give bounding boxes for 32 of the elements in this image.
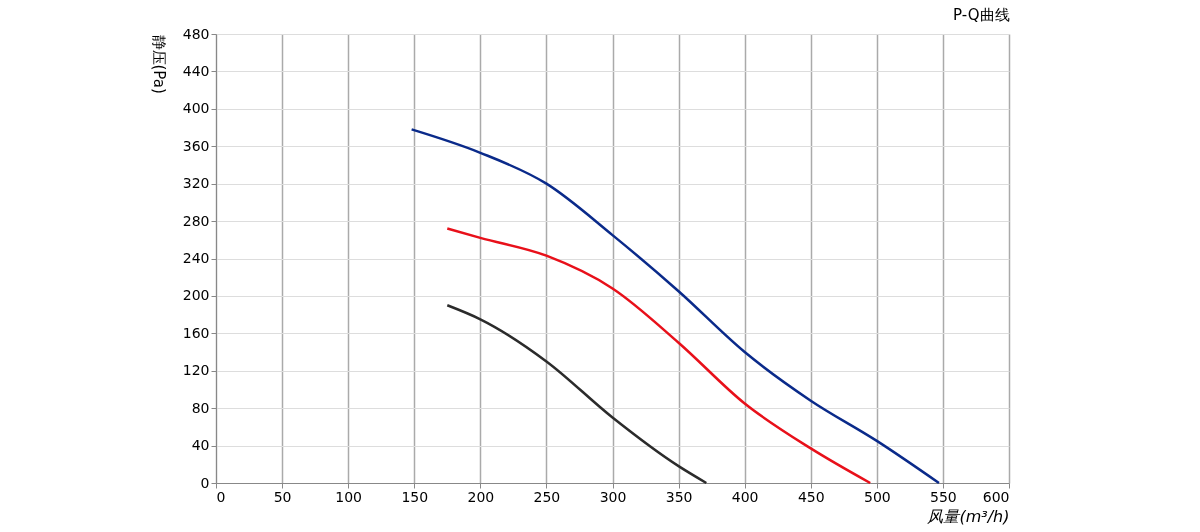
x-tick-label: 150 — [401, 488, 429, 505]
y-tick-label: 440 — [182, 62, 210, 79]
y-tick-label: 40 — [191, 437, 210, 454]
y-tick-label: 280 — [182, 212, 210, 229]
x-tick-label: 200 — [467, 488, 495, 505]
line-series — [446, 227, 872, 485]
x-tick-label: 50 — [273, 488, 292, 505]
line-series — [410, 128, 941, 485]
chart-title: P-Q曲线 — [953, 6, 1010, 24]
y-tick-label: 160 — [182, 324, 210, 341]
x-tick-label: 600 — [982, 488, 1010, 505]
x-tick-label: 450 — [797, 488, 825, 505]
y-axis-title: 静压(Pa) — [149, 34, 168, 94]
x-axis-title: 风量(m³/h) — [927, 506, 1010, 526]
y-tick-label: 80 — [191, 399, 210, 416]
x-tick-label: 300 — [599, 488, 627, 505]
x-tick-label: 100 — [335, 488, 363, 505]
x-tick-label: 250 — [533, 488, 561, 505]
x-tick-label: 0 — [216, 488, 226, 505]
y-tick-label: 240 — [182, 250, 210, 266]
x-tick-label: 550 — [930, 488, 957, 505]
x-tick-label: 500 — [863, 488, 891, 505]
line-series — [446, 304, 708, 485]
y-tick-label: 0 — [200, 474, 210, 491]
x-tick-label: 350 — [665, 488, 693, 505]
y-tick-label: 200 — [182, 287, 210, 304]
y-tick-label: 120 — [182, 362, 210, 379]
y-tick-label: 480 — [182, 25, 210, 42]
y-tick-label: 400 — [182, 100, 210, 117]
y-tick-label: 320 — [182, 175, 210, 192]
y-tick-label: 360 — [182, 137, 210, 154]
x-tick-label: 400 — [731, 488, 759, 505]
